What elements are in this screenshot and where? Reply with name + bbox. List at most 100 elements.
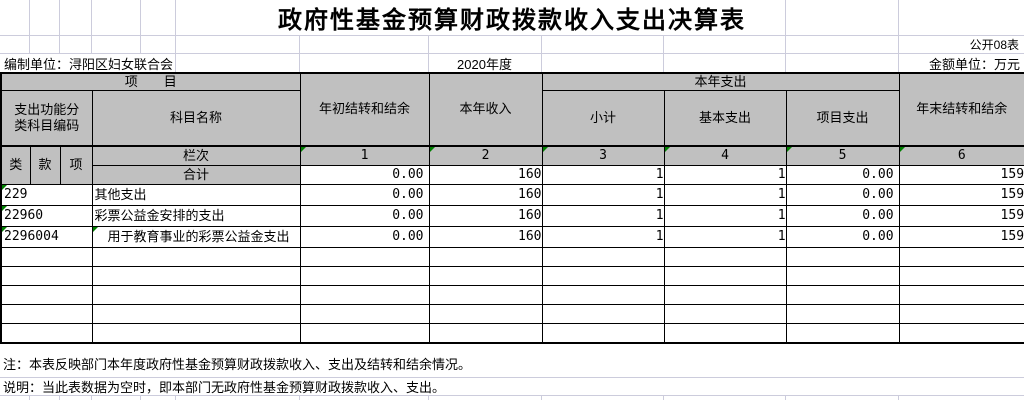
empty-value-cell[interactable]	[541, 304, 665, 325]
empty-value-cell[interactable]	[785, 304, 900, 325]
note-2[interactable]: 说明：当此表数据为空时，即本部门无政府性基金预算财政拨款收入、支出。	[0, 378, 1024, 396]
empty-value-cell[interactable]	[541, 285, 665, 306]
header-basic-expense[interactable]: 基本支出	[663, 90, 787, 147]
empty-value-cell[interactable]	[428, 266, 543, 287]
header-row-project: 项 目 年初结转和结余 本年收入 本年支出 年末结转和结余	[0, 72, 1024, 147]
empty-code-cell[interactable]	[0, 285, 93, 306]
empty-value-cell[interactable]	[299, 266, 430, 287]
header-year-expense[interactable]: 本年支出	[541, 72, 900, 92]
empty-value-cell[interactable]	[299, 323, 430, 344]
header-class[interactable]: 类	[0, 144, 31, 186]
form-code[interactable]: 公开08表	[967, 35, 1021, 53]
code-cell[interactable]: 2296004	[0, 226, 93, 249]
total-value-cell[interactable]: 1	[663, 165, 787, 186]
value-cell[interactable]: 0.00	[785, 205, 900, 228]
empty-value-cell[interactable]	[541, 266, 665, 287]
empty-value-cell[interactable]	[663, 304, 787, 325]
value-cell[interactable]: 0.00	[299, 205, 430, 228]
value-cell[interactable]: 0.00	[785, 184, 900, 207]
code-cell[interactable]: 22960	[0, 205, 93, 228]
note-1[interactable]: 注：本表反映部门本年度政府性基金预算财政拨款收入、支出及结转和结余情况。	[0, 349, 1024, 378]
value-cell[interactable]: 1	[663, 226, 787, 249]
empty-value-cell[interactable]	[898, 285, 1024, 306]
empty-code-cell[interactable]	[0, 304, 93, 325]
empty-value-cell[interactable]	[541, 247, 665, 268]
column-number-cell[interactable]: 5	[785, 144, 900, 167]
header-end-balance[interactable]: 年末结转和结余	[898, 72, 1024, 147]
empty-value-cell[interactable]	[785, 285, 900, 306]
total-value-cell[interactable]: 1	[541, 165, 665, 186]
column-number-cell[interactable]: 1	[299, 144, 430, 167]
column-number-cell[interactable]: 4	[663, 144, 787, 167]
empty-name-cell[interactable]	[91, 247, 301, 268]
empty-value-cell[interactable]	[898, 304, 1024, 325]
empty-code-cell[interactable]	[0, 323, 93, 344]
value-cell[interactable]: 1	[663, 184, 787, 207]
subject-name-cell[interactable]: 其他支出	[91, 184, 301, 207]
subject-name-cell[interactable]: 彩票公益金安排的支出	[91, 205, 301, 228]
total-value-cell[interactable]: 159	[898, 165, 1024, 186]
fiscal-year[interactable]: 2020年度	[455, 57, 514, 72]
header-project[interactable]: 项 目	[0, 72, 301, 92]
value-cell[interactable]: 1	[541, 226, 665, 249]
empty-value-cell[interactable]	[785, 266, 900, 287]
column-number-cell[interactable]: 6	[898, 144, 1024, 167]
value-cell[interactable]: 1	[663, 205, 787, 228]
total-label[interactable]: 合计	[91, 165, 301, 186]
prepared-by-label[interactable]: 编制单位：浔阳区妇女联合会	[2, 54, 176, 73]
empty-value-cell[interactable]	[898, 266, 1024, 287]
header-begin-balance[interactable]: 年初结转和结余	[299, 72, 430, 147]
empty-name-cell[interactable]	[91, 304, 301, 325]
value-cell[interactable]: 159	[898, 184, 1024, 207]
empty-value-cell[interactable]	[663, 266, 787, 287]
value-cell[interactable]: 0.00	[785, 226, 900, 249]
column-number-cell[interactable]: 2	[428, 144, 543, 167]
empty-value-cell[interactable]	[428, 323, 543, 344]
empty-value-cell[interactable]	[299, 304, 430, 325]
empty-value-cell[interactable]	[428, 247, 543, 268]
header-func-code[interactable]: 支出功能分 类科目编码	[0, 90, 93, 147]
empty-value-cell[interactable]	[541, 323, 665, 344]
value-cell[interactable]: 159	[898, 205, 1024, 228]
empty-code-cell[interactable]	[0, 266, 93, 287]
value-cell[interactable]: 0.00	[299, 226, 430, 249]
header-fund[interactable]: 款	[29, 144, 61, 186]
empty-value-cell[interactable]	[898, 323, 1024, 344]
empty-value-cell[interactable]	[428, 285, 543, 306]
empty-code-cell[interactable]	[0, 247, 93, 268]
header-item[interactable]: 项	[59, 144, 93, 186]
header-subtotal[interactable]: 小计	[541, 90, 665, 147]
page-title[interactable]: 政府性基金预算财政拨款收入支出决算表	[268, 0, 756, 35]
excel-gridlines-top	[0, 0, 1024, 73]
empty-value-cell[interactable]	[299, 285, 430, 306]
subject-name-cell[interactable]: 用于教育事业的彩票公益金支出	[91, 226, 301, 249]
empty-value-cell[interactable]	[428, 304, 543, 325]
total-value-cell[interactable]: 0.00	[299, 165, 430, 186]
total-value-cell[interactable]: 160	[428, 165, 543, 186]
empty-value-cell[interactable]	[785, 323, 900, 344]
unit-label[interactable]: 金额单位：万元	[926, 54, 1022, 73]
value-cell[interactable]: 1	[541, 205, 665, 228]
empty-value-cell[interactable]	[663, 285, 787, 306]
empty-value-cell[interactable]	[299, 247, 430, 268]
empty-name-cell[interactable]	[91, 285, 301, 306]
header-col-label[interactable]: 栏次	[91, 144, 301, 167]
value-cell[interactable]: 0.00	[299, 184, 430, 207]
value-cell[interactable]: 160	[428, 205, 543, 228]
empty-value-cell[interactable]	[663, 323, 787, 344]
column-number-cell[interactable]: 3	[541, 144, 665, 167]
total-value-cell[interactable]: 0.00	[785, 165, 900, 186]
header-year-income[interactable]: 本年收入	[428, 72, 543, 147]
header-project-expense[interactable]: 项目支出	[785, 90, 900, 147]
empty-name-cell[interactable]	[91, 266, 301, 287]
value-cell[interactable]: 160	[428, 226, 543, 249]
header-subject-name[interactable]: 科目名称	[91, 90, 301, 147]
empty-value-cell[interactable]	[663, 247, 787, 268]
empty-value-cell[interactable]	[785, 247, 900, 268]
value-cell[interactable]: 159	[898, 226, 1024, 249]
empty-name-cell[interactable]	[91, 323, 301, 344]
value-cell[interactable]: 1	[541, 184, 665, 207]
value-cell[interactable]: 160	[428, 184, 543, 207]
code-cell[interactable]: 229	[0, 184, 93, 207]
empty-value-cell[interactable]	[898, 247, 1024, 268]
